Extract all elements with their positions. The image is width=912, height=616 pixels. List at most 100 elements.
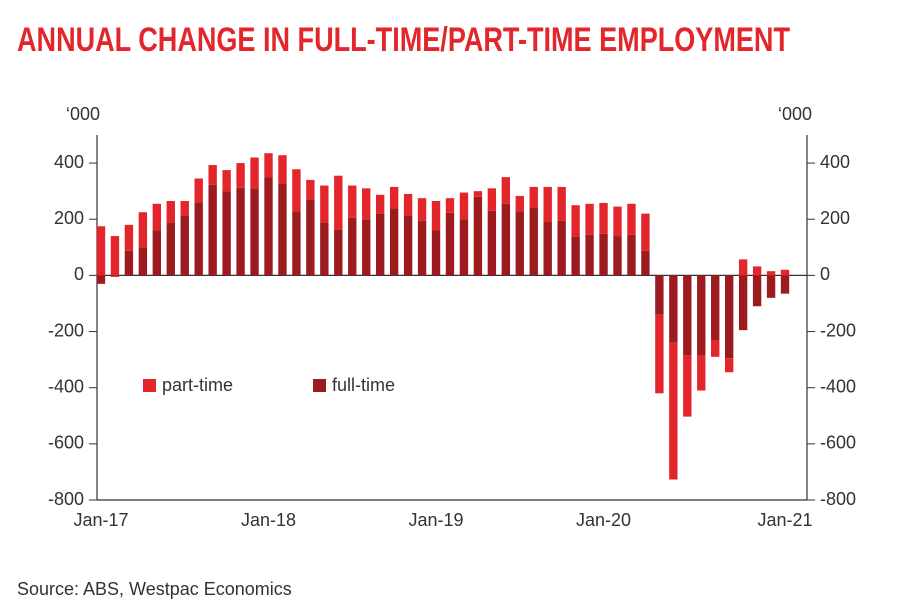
bar-segment	[501, 177, 511, 204]
bar-segment	[627, 234, 636, 276]
bar-segment	[292, 211, 301, 276]
bar-segment	[683, 355, 692, 417]
x-tick-label: Jan-19	[408, 510, 463, 530]
bar-segment	[487, 210, 497, 276]
bar-segment	[110, 236, 120, 276]
bar-segment	[655, 275, 664, 315]
bar-segment	[389, 186, 399, 209]
bar-segment	[780, 269, 790, 276]
bar-segment	[613, 206, 622, 237]
y2-unit: ‘000	[778, 104, 812, 124]
bar-segment	[222, 191, 231, 276]
bar-segment	[278, 155, 287, 184]
bar-segment	[124, 250, 134, 276]
bar-segment	[334, 175, 343, 230]
bar-segment	[138, 247, 148, 276]
bar-segment	[208, 184, 217, 276]
bar-segment	[613, 236, 622, 276]
bar-segment	[738, 275, 748, 331]
bar-segment	[445, 212, 455, 276]
legend-swatch	[143, 379, 156, 392]
bar-segment	[641, 213, 650, 251]
bar-segment	[96, 275, 106, 284]
y-tick-label: 200	[54, 208, 84, 228]
bar-segment	[571, 236, 580, 276]
bar-segment	[627, 203, 636, 235]
bar-segment	[445, 198, 455, 213]
bar-segment	[362, 219, 371, 276]
bar-segment	[389, 208, 399, 276]
bar-segment	[431, 230, 441, 276]
bar-segment	[766, 271, 776, 276]
bar-segment	[278, 183, 287, 276]
bar-segment	[557, 220, 566, 276]
bar-segment	[724, 275, 734, 359]
bar-segment	[641, 250, 650, 276]
bar-segment	[375, 213, 385, 276]
bar-segment	[599, 202, 608, 234]
x-tick-label: Jan-18	[241, 510, 296, 530]
bar-segment	[473, 196, 483, 276]
bar-segment	[738, 259, 748, 276]
bar-segment	[515, 195, 524, 212]
bar-segment	[571, 205, 580, 237]
chart-title: ANNUAL CHANGE IN FULL-TIME/PART-TIME EMP…	[17, 21, 790, 59]
y-tick-label: -200	[48, 320, 84, 340]
bar-segment	[96, 226, 106, 276]
bar-segment	[306, 199, 315, 276]
y2-tick-label: -400	[820, 376, 856, 396]
bar-segment	[697, 355, 706, 391]
y-tick-label: 400	[54, 152, 84, 172]
bar-segment	[780, 275, 790, 294]
bar-segment	[585, 234, 594, 276]
bar-segment	[124, 224, 134, 251]
y-tick-label: -800	[48, 489, 84, 509]
bar-segment	[585, 203, 594, 235]
bar-segment	[264, 153, 273, 178]
bar-segment	[403, 215, 413, 276]
bar-segment	[724, 358, 734, 373]
bar-segment	[529, 208, 538, 276]
bar-segment	[473, 191, 483, 197]
y2-tick-label: 0	[820, 264, 830, 284]
bar-segment	[166, 200, 175, 223]
x-tick-label: Jan-20	[576, 510, 631, 530]
y-tick-label: -400	[48, 376, 84, 396]
source: Source: ABS, Westpac Economics	[17, 579, 292, 599]
y2-tick-label: 200	[820, 208, 850, 228]
bar-segment	[222, 170, 231, 192]
bar-segment	[194, 202, 203, 276]
bar-segment	[711, 339, 720, 357]
bar-segment	[655, 314, 664, 394]
bar-segment	[320, 222, 329, 276]
bar-segment	[320, 185, 329, 223]
bar-segment	[683, 275, 692, 356]
bar-segment	[766, 275, 776, 298]
bar-segment	[110, 275, 120, 277]
y2-tick-label: -600	[820, 433, 856, 453]
bar-segment	[403, 193, 413, 216]
y2-tick-label: -800	[820, 489, 856, 509]
y-unit: ‘000	[66, 104, 100, 124]
bar-segment	[375, 194, 385, 214]
bar-segment	[250, 188, 259, 276]
bar-segment	[334, 229, 343, 276]
bar-segment	[292, 169, 301, 212]
bar-segment	[599, 233, 608, 276]
bar-segment	[752, 275, 762, 307]
bar-segment	[166, 222, 175, 276]
x-tick-label: Jan-21	[757, 510, 812, 530]
bar-segment	[152, 230, 162, 276]
bar-segment	[459, 192, 469, 220]
bar-segment	[501, 203, 511, 276]
bar-segment	[236, 187, 245, 276]
bar-segment	[348, 217, 357, 276]
bar-segment	[697, 275, 706, 356]
bar-segment	[557, 186, 566, 221]
legend-label: full-time	[332, 375, 395, 395]
bar-segment	[194, 178, 203, 203]
bar-segment	[138, 212, 148, 248]
bar-segment	[711, 275, 720, 340]
y2-tick-label: 400	[820, 152, 850, 172]
